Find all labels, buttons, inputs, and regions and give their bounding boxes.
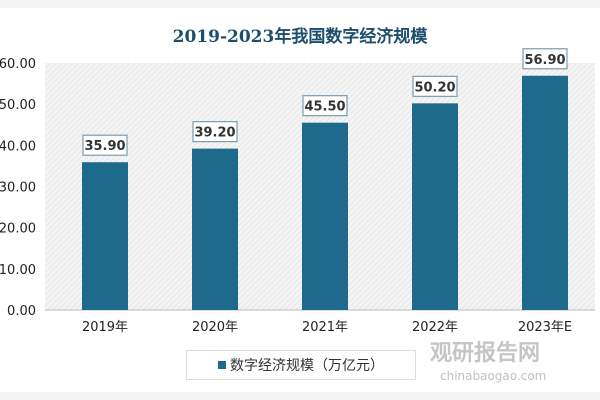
legend-label: 数字经济规模（万亿元） bbox=[230, 358, 384, 374]
y-tick-label: 0.00 bbox=[7, 304, 36, 319]
data-label-box bbox=[302, 95, 348, 117]
bar bbox=[412, 103, 458, 311]
y-tick-label: 60.00 bbox=[0, 57, 36, 72]
x-tick-label: 2022年 bbox=[412, 320, 458, 335]
data-label: 56.90 bbox=[524, 53, 565, 68]
x-tick-label: 2021年 bbox=[302, 320, 348, 335]
bar bbox=[302, 122, 348, 310]
x-tick-label: 2019年 bbox=[82, 320, 128, 335]
y-tick-label: 10.00 bbox=[0, 263, 36, 278]
y-tick-label: 20.00 bbox=[0, 222, 36, 237]
data-label-box bbox=[82, 134, 128, 156]
data-label: 39.20 bbox=[194, 126, 235, 141]
data-label: 45.50 bbox=[304, 100, 345, 115]
bar bbox=[192, 148, 238, 310]
x-tick-label: 2023年E bbox=[518, 320, 572, 335]
data-label-box bbox=[522, 48, 568, 70]
chart-title: 2019-2023年我国数字经济规模 bbox=[172, 27, 428, 47]
data-label-box bbox=[192, 121, 238, 143]
bar bbox=[82, 162, 128, 310]
y-tick-label: 50.00 bbox=[0, 98, 36, 113]
data-label: 35.90 bbox=[84, 139, 125, 154]
watermark-url: chinabaogao.com bbox=[440, 369, 547, 383]
data-label: 50.20 bbox=[414, 80, 455, 95]
legend-swatch bbox=[218, 361, 226, 369]
legend: 数字经济规模（万亿元） bbox=[186, 350, 416, 380]
data-label-box bbox=[412, 75, 458, 97]
y-tick-label: 40.00 bbox=[0, 139, 36, 154]
x-tick-label: 2020年 bbox=[192, 320, 238, 335]
watermark-logo: 观研报告网 bbox=[430, 341, 541, 366]
bar bbox=[522, 75, 568, 311]
y-tick-label: 30.00 bbox=[0, 181, 36, 196]
